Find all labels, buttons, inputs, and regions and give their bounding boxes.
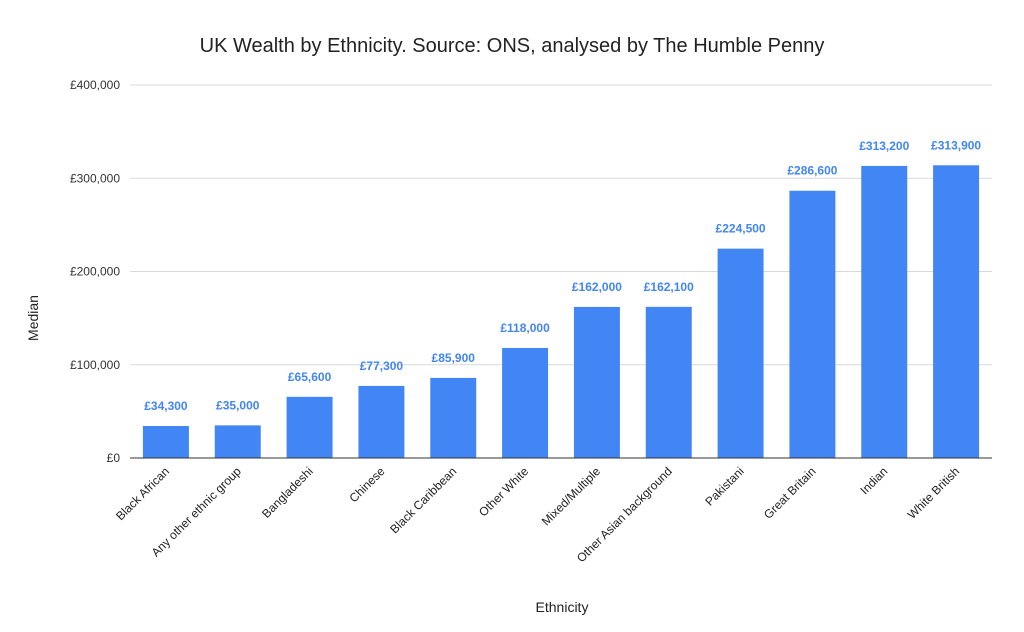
data-label: £65,600 (288, 370, 332, 384)
bar (430, 377, 477, 458)
data-label: £313,200 (859, 139, 909, 153)
x-tick-label: Chinese (347, 464, 388, 505)
data-label: £118,000 (500, 321, 550, 335)
x-tick-label: Black African (113, 464, 172, 523)
bar (502, 347, 549, 458)
y-tick-label: £200,000 (70, 265, 120, 279)
data-label: £286,600 (787, 164, 837, 178)
bar (573, 306, 620, 458)
y-tick-label: £0 (107, 451, 121, 465)
bars (142, 165, 980, 459)
bar (214, 425, 261, 458)
data-labels: £34,300 £35,000 £65,600 £77,300 £85,900 £118,… (144, 138, 981, 413)
y-axis-label: Median (25, 295, 41, 341)
x-axis-label: Ethnicity (536, 599, 589, 615)
bar (358, 385, 405, 458)
x-tick-label: Great Britain (761, 464, 819, 522)
bar (142, 426, 189, 458)
data-label: £35,000 (216, 398, 260, 412)
x-tick-label: White British (905, 464, 963, 522)
chart-title: UK Wealth by Ethnicity. Source: ONS, ana… (200, 35, 825, 57)
data-label: £34,300 (144, 399, 188, 413)
x-tick-label: Bangladeshi (259, 464, 316, 521)
bar (789, 190, 836, 459)
x-tick-label: Other White (476, 464, 531, 519)
y-axis-ticks: £0 £100,000 £200,000 £300,000 £400,000 (70, 78, 120, 465)
bar (717, 248, 764, 458)
bar (933, 165, 980, 458)
x-tick-label: Pakistani (702, 464, 746, 508)
gridlines (130, 84, 992, 366)
x-tick-label: Mixed/Multiple (539, 464, 603, 528)
bar (861, 165, 908, 459)
y-tick-label: £300,000 (70, 171, 120, 185)
bar (645, 306, 692, 458)
bar (286, 396, 333, 458)
y-tick-label: £100,000 (70, 358, 120, 372)
x-tick-label: Indian (857, 464, 890, 497)
data-label: £162,000 (572, 280, 622, 294)
data-label: £77,300 (360, 359, 404, 373)
data-label: £313,900 (931, 138, 981, 152)
x-tick-label: Black Caribbean (387, 464, 459, 536)
data-label: £224,500 (716, 222, 766, 236)
y-tick-label: £400,000 (70, 78, 120, 92)
data-label: £162,100 (644, 280, 694, 294)
data-label: £85,900 (432, 351, 476, 365)
